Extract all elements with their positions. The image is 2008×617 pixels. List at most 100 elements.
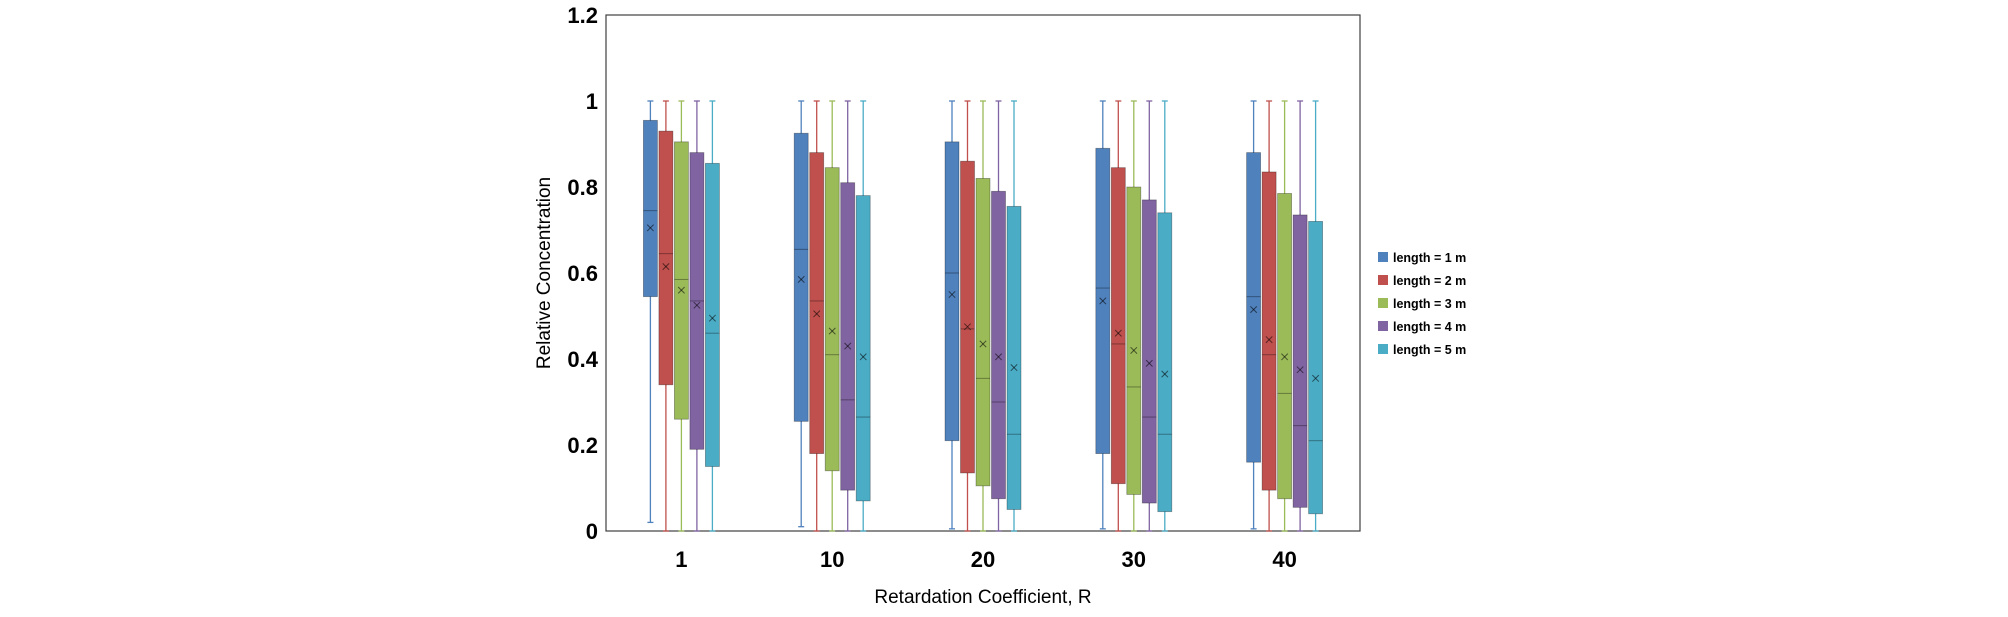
box-rect xyxy=(1246,152,1261,463)
box-rect xyxy=(705,162,720,467)
box-1-1 xyxy=(643,100,658,524)
legend-swatch xyxy=(1378,275,1388,285)
box-1-20 xyxy=(944,100,960,530)
legend-item: length = 2 m xyxy=(1378,274,1466,288)
box-4-20 xyxy=(991,100,1006,532)
box-1-30 xyxy=(1095,100,1111,530)
box-rect xyxy=(840,182,856,491)
box-rect xyxy=(960,160,975,474)
box-rect xyxy=(1157,212,1173,513)
legend-item: length = 4 m xyxy=(1378,320,1466,334)
box-rect xyxy=(643,119,658,298)
box-rect xyxy=(809,152,825,455)
y-tick-label: 0.8 xyxy=(567,175,598,200)
legend-label: length = 5 m xyxy=(1393,343,1466,357)
box-2-10 xyxy=(809,100,825,532)
box-rect xyxy=(1277,193,1292,500)
box-5-10 xyxy=(855,100,871,532)
legend-swatch xyxy=(1378,344,1388,354)
x-tick-label: 20 xyxy=(971,547,995,572)
x-tick-label: 1 xyxy=(675,547,687,572)
box-rect xyxy=(1141,199,1157,504)
box-rect xyxy=(689,152,705,450)
box-4-30 xyxy=(1141,100,1157,532)
mean-marker xyxy=(1250,305,1258,314)
box-rect xyxy=(944,141,960,442)
box-rect xyxy=(674,141,689,420)
mean-marker xyxy=(1099,297,1107,305)
mean-marker xyxy=(1265,336,1273,344)
x-tick-label: 10 xyxy=(820,547,844,572)
box-rect xyxy=(1126,186,1142,495)
box-rect xyxy=(824,167,840,472)
box-3-20 xyxy=(975,100,991,532)
box-rect xyxy=(1110,167,1126,485)
mean-marker xyxy=(708,314,716,322)
box-5-40 xyxy=(1308,100,1323,532)
y-axis-label: Relative Concentration xyxy=(534,177,555,369)
legend-label: length = 4 m xyxy=(1393,320,1466,334)
y-axis-ticks: 0 0.2 0.4 0.6 0.8 1 1.2 xyxy=(567,3,598,544)
box-rect xyxy=(1308,220,1323,515)
legend-label: length = 2 m xyxy=(1393,274,1466,288)
y-tick-label: 0 xyxy=(586,519,598,544)
mean-marker xyxy=(662,262,670,271)
box-1-10 xyxy=(793,100,809,528)
y-tick-label: 0.6 xyxy=(567,261,598,286)
box-3-40 xyxy=(1277,100,1292,532)
mean-marker xyxy=(693,301,701,309)
mean-marker xyxy=(979,340,987,348)
mean-marker xyxy=(994,353,1003,361)
box-rect xyxy=(1292,214,1308,508)
box-3-1 xyxy=(674,100,689,532)
box-rect xyxy=(1261,171,1277,491)
mean-marker xyxy=(1130,346,1138,354)
mean-marker xyxy=(828,327,836,335)
box-2-40 xyxy=(1261,100,1277,532)
box-4-1 xyxy=(689,100,705,532)
mean-marker xyxy=(844,342,852,350)
y-tick-label: 1.2 xyxy=(567,3,598,28)
box-3-10 xyxy=(824,100,840,532)
y-tick-label: 0.4 xyxy=(567,347,598,372)
mean-marker xyxy=(646,224,654,232)
box-rect xyxy=(793,132,809,422)
mean-marker xyxy=(1114,329,1122,337)
mean-marker xyxy=(1296,366,1304,374)
box-series xyxy=(643,100,1323,532)
mean-marker xyxy=(1312,374,1320,382)
box-rect xyxy=(975,177,991,487)
y-tick-label: 0.2 xyxy=(567,433,598,458)
box-5-30 xyxy=(1157,100,1173,532)
legend-item: length = 1 m xyxy=(1378,251,1466,265)
box-rect xyxy=(991,190,1006,500)
box-5-1 xyxy=(705,100,720,532)
mean-marker xyxy=(677,286,685,294)
box-5-20 xyxy=(1006,100,1022,532)
box-rect xyxy=(1006,205,1022,510)
x-axis-label: Retardation Coefficient, R xyxy=(874,587,1091,608)
mean-marker xyxy=(963,323,972,331)
box-rect xyxy=(658,130,674,386)
box-3-30 xyxy=(1126,100,1142,532)
mean-marker xyxy=(1145,359,1153,367)
mean-marker xyxy=(813,310,821,318)
box-1-40 xyxy=(1246,100,1261,530)
box-2-30 xyxy=(1110,100,1126,532)
y-tick-label: 1 xyxy=(586,89,598,114)
x-tick-label: 30 xyxy=(1122,547,1146,572)
x-tick-label: 40 xyxy=(1272,547,1296,572)
mean-marker xyxy=(948,290,956,299)
mean-marker xyxy=(1010,364,1018,372)
legend-swatch xyxy=(1378,298,1388,308)
legend-label: length = 3 m xyxy=(1393,297,1466,311)
box-rect xyxy=(855,195,871,502)
box-4-10 xyxy=(840,100,856,532)
box-2-1 xyxy=(658,100,674,532)
box-4-40 xyxy=(1292,100,1308,532)
mean-marker xyxy=(1281,353,1289,361)
mean-marker xyxy=(797,275,805,284)
mean-marker xyxy=(859,353,867,361)
legend: length = 1 m length = 2 m length = 3 m leng… xyxy=(1378,251,1466,357)
